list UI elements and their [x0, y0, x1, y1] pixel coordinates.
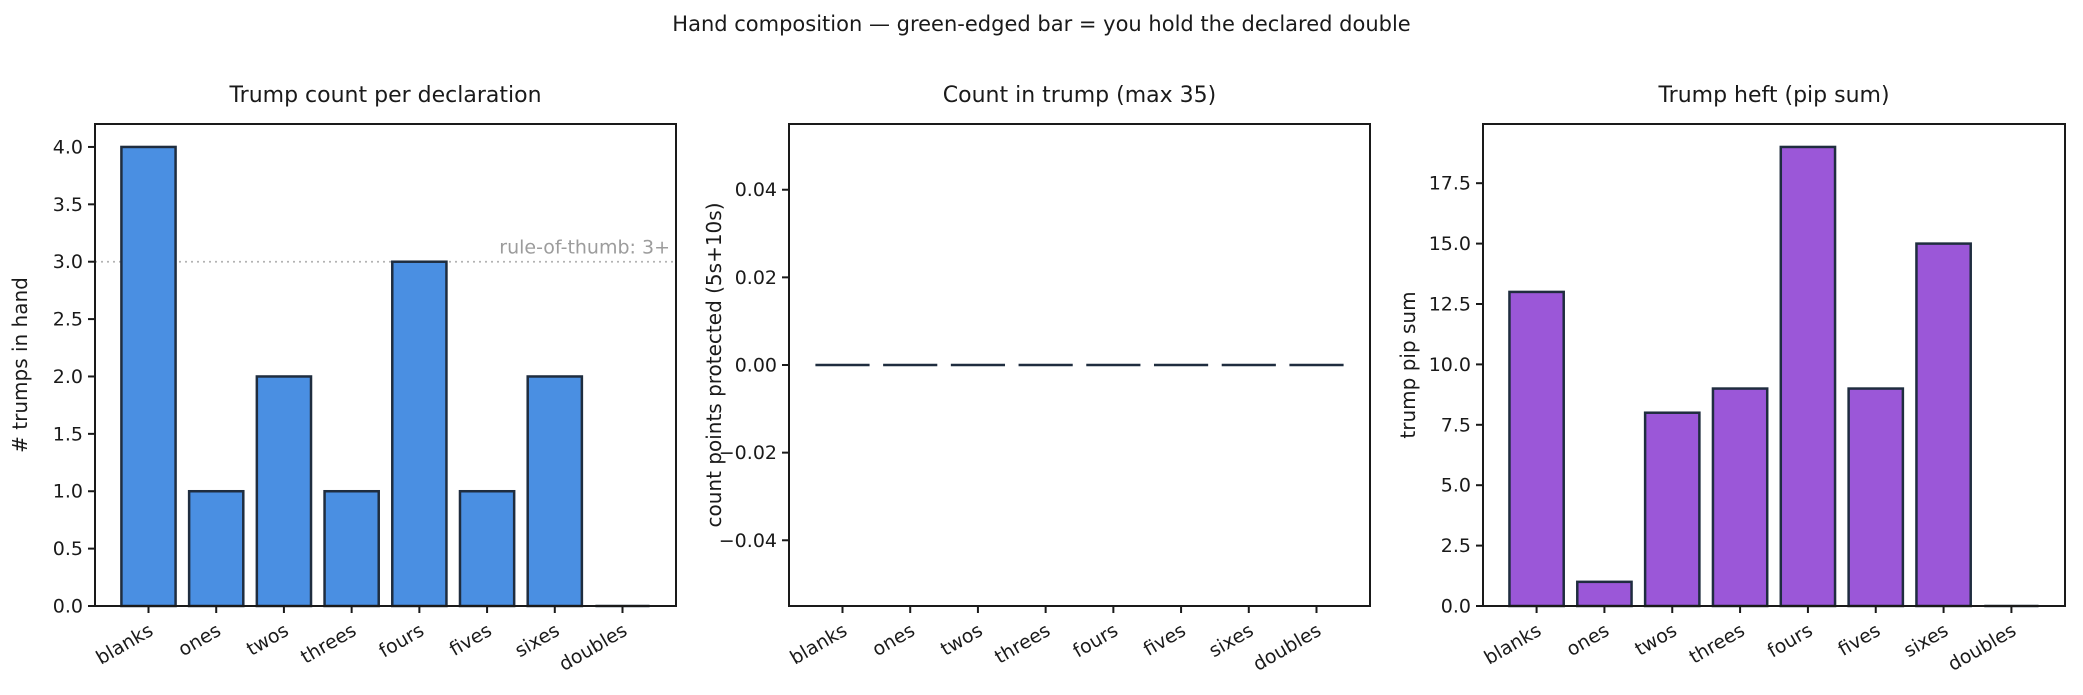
- x-tick-label: fives: [446, 619, 496, 660]
- x-axis: blanks ones twos threes fours fives sixesdoubl…: [92, 606, 631, 676]
- x-axis: blanks ones twos threes fours fives sixesdoubl…: [786, 606, 1325, 676]
- y-tick-label: −0.04: [719, 530, 777, 552]
- y-tick-label: 0.0: [1441, 596, 1471, 618]
- bar: [526, 375, 584, 608]
- x-tick-label: ones: [1563, 619, 1613, 661]
- x-tick-label: twos: [1631, 619, 1681, 660]
- bar: [120, 145, 177, 608]
- bar: [1643, 411, 1701, 608]
- chart-trump-count: Trump count per declaration # trumps in h…: [0, 44, 694, 694]
- bar: [1915, 242, 1972, 608]
- y-tick-label: 3.5: [53, 194, 83, 216]
- bars: [120, 145, 650, 608]
- chart-count-in-trump: Count in trump (max 35) count points prot…: [694, 44, 1388, 694]
- chart-title: Count in trump (max 35): [943, 83, 1216, 108]
- y-tick-label: 0.0: [53, 596, 83, 618]
- count-in-trump-chart-canvas: Count in trump (max 35) count points prot…: [702, 83, 1371, 676]
- x-tick-label: fives: [1140, 619, 1190, 660]
- chart-trump-heft: Trump heft (pip sum) trump pip sum 0.0 2.5 5…: [1388, 44, 2082, 694]
- y-tick-label: 17.5: [1429, 173, 1471, 195]
- bar: [1779, 145, 1837, 608]
- y-tick-label: 0.00: [735, 355, 777, 377]
- y-tick-label: 2.0: [53, 366, 83, 388]
- y-tick-label: 3.0: [53, 251, 83, 273]
- bar: [187, 489, 245, 608]
- x-tick-label: ones: [175, 619, 225, 661]
- y-axis: −0.04 −0.02 0.00 0.02 0.04: [719, 179, 789, 552]
- x-tick-label: doubles: [1944, 619, 2020, 675]
- y-tick-label: 4.0: [53, 136, 83, 158]
- y-tick-label: 15.0: [1429, 233, 1471, 255]
- x-tick-label: twos: [937, 619, 987, 660]
- y-tick-label: 0.5: [53, 538, 83, 560]
- x-tick-label: fours: [1069, 619, 1122, 662]
- y-axis: 0.0 0.5 1.0 1.5 2.0 2.5 3.0 3.5 4.0: [53, 136, 95, 618]
- y-tick-label: 1.0: [53, 481, 83, 503]
- charts-row: Trump count per declaration # trumps in h…: [0, 44, 2083, 694]
- bar: [458, 489, 516, 608]
- y-axis-label: # trumps in hand: [8, 277, 32, 453]
- trump-heft-chart-canvas: Trump heft (pip sum) trump pip sum 0.0 2.5 5…: [1396, 83, 2066, 676]
- x-tick-label: twos: [243, 619, 293, 660]
- x-tick-label: threes: [1685, 619, 1748, 668]
- y-tick-label: 0.02: [735, 267, 777, 289]
- x-tick-label: blanks: [786, 619, 851, 669]
- y-axis-label: trump pip sum: [1396, 291, 1420, 438]
- x-tick-label: ones: [869, 619, 919, 661]
- bar: [255, 375, 313, 608]
- x-tick-label: blanks: [1480, 619, 1545, 669]
- y-tick-label: 10.0: [1429, 354, 1471, 376]
- y-tick-label: −0.02: [719, 442, 777, 464]
- plot-border: [94, 123, 677, 607]
- x-tick-label: threes: [991, 619, 1054, 668]
- y-tick-label: 1.5: [53, 423, 83, 445]
- bar: [391, 260, 448, 608]
- x-tick-label: fours: [375, 619, 428, 662]
- y-tick-label: 0.04: [735, 179, 777, 201]
- y-tick-label: 7.5: [1441, 414, 1471, 436]
- y-tick-label: 5.0: [1441, 475, 1471, 497]
- bar: [1711, 387, 1769, 608]
- y-axis-label: count points protected (5s+10s): [702, 203, 726, 528]
- x-tick-label: fives: [1834, 619, 1884, 660]
- x-tick-label: doubles: [1249, 619, 1325, 675]
- x-tick-label: blanks: [92, 619, 157, 669]
- chart-title: Trump heft (pip sum): [1657, 83, 1889, 108]
- y-tick-label: 12.5: [1429, 293, 1471, 315]
- bars: [1508, 145, 2039, 608]
- bar: [1576, 580, 1633, 608]
- rule-of-thumb-label: rule-of-thumb: 3+: [499, 237, 670, 259]
- y-tick-label: 2.5: [53, 309, 83, 331]
- x-tick-label: doubles: [555, 619, 631, 675]
- chart-title: Trump count per declaration: [228, 83, 541, 108]
- trump-count-chart-canvas: Trump count per declaration # trumps in h…: [8, 83, 677, 676]
- bar: [323, 489, 380, 608]
- y-axis: 0.0 2.5 5.0 7.5 10.0 12.5 15.0 17.5: [1429, 173, 1483, 618]
- bar: [1847, 387, 1905, 608]
- y-tick-label: 2.5: [1441, 535, 1471, 557]
- x-axis: blanks ones twos threes fours fives sixesdoubl…: [1480, 606, 2020, 676]
- figure-title: Hand composition — green-edged bar = you…: [672, 12, 1411, 36]
- plot-border: [788, 123, 1371, 607]
- plot-border: [1482, 123, 2066, 607]
- x-tick-label: fours: [1764, 619, 1817, 662]
- bar: [1508, 290, 1565, 608]
- x-tick-label: threes: [297, 619, 360, 668]
